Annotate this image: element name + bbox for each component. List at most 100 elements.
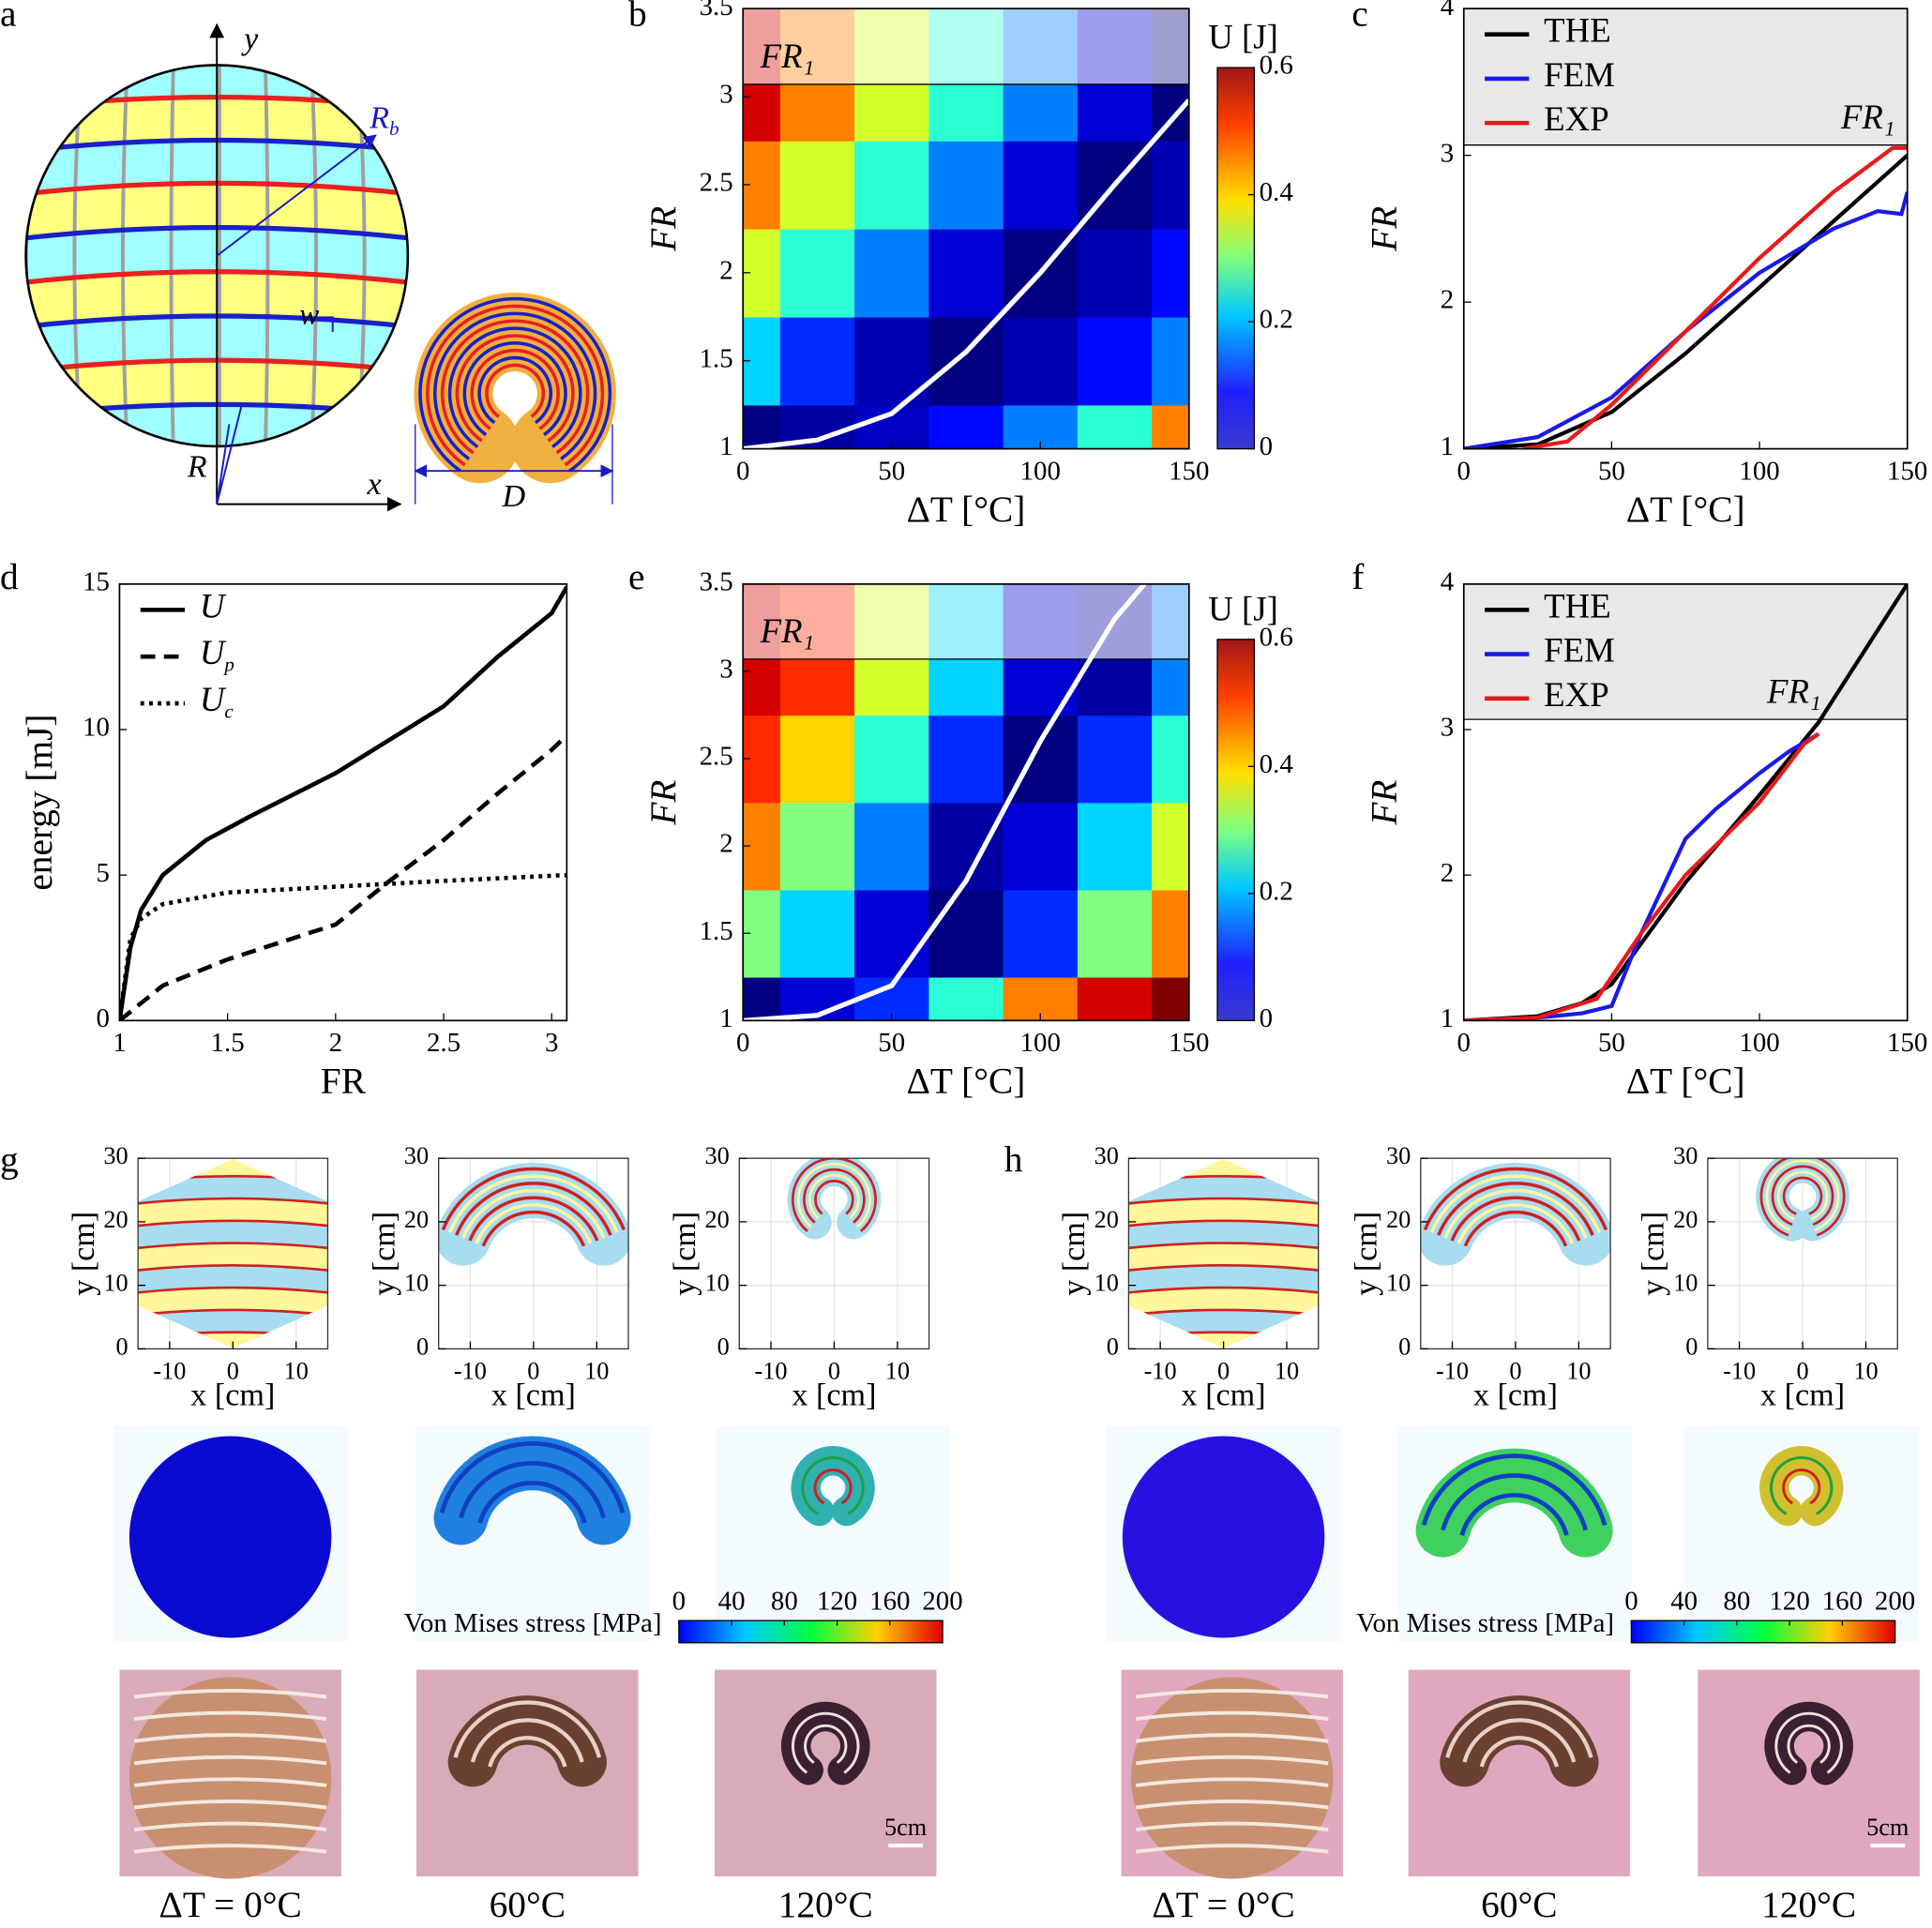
shape-stripe: [1443, 1188, 1588, 1239]
radius-arrow: [216, 134, 377, 257]
chart: FR₁ THE FEM EXP 0 50 100 150 1 2 3 4 ΔT [°C] FR: [1363, 0, 1927, 530]
photo-stripe: [1136, 1733, 1329, 1743]
x-tick-label: 0: [736, 1028, 749, 1058]
dimension-subscript: b: [389, 117, 400, 140]
photo-stripe: [1136, 1755, 1329, 1766]
y-tick-label: 2: [719, 829, 732, 859]
y-tick-label: 4: [1441, 0, 1454, 22]
legend-label: THE: [1544, 587, 1611, 625]
shape-stripe: [477, 1480, 587, 1524]
plot-area: [1128, 1158, 1319, 1349]
shape-stripe: [455, 334, 575, 443]
panel-label: g: [0, 1138, 19, 1180]
legend-label: Uc: [200, 680, 234, 722]
legend-label: FEM: [1544, 631, 1615, 670]
y-tick-label: 3.5: [700, 566, 733, 596]
x-tick-label: 150: [1169, 1028, 1209, 1058]
photo-stripe: [1136, 1821, 1329, 1832]
heatmap-cell: [779, 228, 855, 318]
photo: [1408, 1669, 1631, 1876]
heatmap-cell: [779, 889, 855, 978]
y-tick-label: 10: [704, 1270, 729, 1297]
photo-stripe: [1136, 1688, 1329, 1699]
y-tick-label: 30: [1673, 1142, 1698, 1169]
threshold-label: FR₁: [1840, 98, 1895, 136]
heatmap-cell: [928, 141, 1004, 230]
y-tick-label: 2.5: [700, 168, 733, 198]
legend-label: EXP: [1544, 675, 1609, 714]
plot-frame: [1462, 8, 1909, 450]
sheet-line: [138, 1264, 328, 1272]
shape-stripe: [808, 1173, 860, 1220]
shape-stripe: [1441, 1473, 1589, 1531]
chart: FR₁ THE FEM EXP 0 50 100 150 1 2 3 4 ΔT [°C] FR: [1363, 566, 1927, 1101]
x-tick-label: 2: [329, 1028, 342, 1058]
shape-stripe: [1768, 1706, 1849, 1779]
y-tick-label: 0: [115, 1333, 128, 1360]
sheet-line: [138, 1242, 328, 1250]
y-tick-label: 3: [719, 80, 732, 110]
colorbar-tick-label: 0: [1624, 1586, 1638, 1616]
width-mark: [317, 316, 334, 333]
chart: -10 0 10 0 10 20 30 x [cm] y [cm]: [1349, 1142, 1611, 1413]
axis-name: y: [241, 22, 259, 56]
y-tick-label: 30: [1094, 1142, 1119, 1169]
heatmap-cell: [1152, 976, 1189, 1021]
panel-label: d: [0, 556, 19, 597]
shape-stripe: [1463, 1210, 1568, 1247]
heatmap-cell: [1077, 976, 1153, 1021]
flat-sheet: [138, 1158, 328, 1348]
shape-stripe: [468, 1196, 599, 1242]
sheet-line: [1128, 1242, 1319, 1250]
photo-stripe: [133, 1710, 327, 1722]
heatmap-cell: [854, 228, 930, 318]
shape-stripe: [470, 348, 560, 430]
photo-stripe: [1136, 1777, 1329, 1787]
photo-stripe: [1136, 1844, 1329, 1854]
x-tick-label: -10: [1436, 1358, 1469, 1385]
shape-stripe: [1780, 1718, 1837, 1770]
colorbar-label: Von Mises stress [MPa]: [1356, 1608, 1614, 1638]
y-tick-label: 20: [404, 1206, 429, 1233]
x-tick-label: 10: [1275, 1358, 1299, 1385]
x-tick-label: 100: [1739, 456, 1779, 486]
heatmap-cell: [1003, 889, 1079, 978]
heatmap-cell: [743, 404, 781, 449]
plot-area: [743, 583, 1189, 1021]
x-tick-label: 50: [1598, 1028, 1625, 1058]
sheet-band: [1128, 1220, 1319, 1248]
sheet-line: [138, 1219, 328, 1228]
x-tick-label: 2.5: [427, 1028, 460, 1058]
scale-bar-label: 5cm: [884, 1814, 928, 1841]
series-line: [119, 733, 567, 1021]
legend-label: EXP: [1544, 100, 1609, 139]
y-tick-label: 15: [83, 566, 110, 596]
heatmap-cell: [1003, 141, 1079, 230]
fem-image: [716, 1426, 950, 1642]
heatmap-cell: [928, 316, 1004, 406]
chart: -10 0 10 0 10 20 30 x [cm] y [cm]: [367, 1142, 629, 1413]
plot-frame: [118, 582, 568, 1022]
plot-area: [138, 1158, 328, 1349]
heatmap-cell: [928, 976, 1004, 1021]
y-tick-label: 3: [1441, 713, 1454, 743]
y-tick-label: 0: [1398, 1333, 1411, 1360]
y-tick-label: 1.5: [700, 343, 733, 373]
shape-stripe: [1454, 1709, 1585, 1761]
y-tick-label: 30: [404, 1142, 429, 1169]
shape-stripe: [1471, 1726, 1568, 1766]
photo: [416, 1669, 639, 1876]
radius-arrow: [216, 405, 243, 505]
legend-label: EXP: [1544, 100, 1609, 139]
x-tick-label: 150: [1169, 456, 1209, 486]
x-tick-label: -10: [1723, 1358, 1756, 1385]
y-tick-label: 10: [1386, 1270, 1411, 1297]
colorbar-label: U [J]: [1208, 589, 1278, 627]
shape-stripe: [461, 1188, 606, 1239]
heatmap-cell: [854, 802, 930, 891]
heatmap-cell: [854, 141, 930, 230]
x-axis-label: FR: [321, 1061, 367, 1102]
fem-image: [415, 1426, 650, 1642]
y-axis-label: y [cm]: [367, 1212, 401, 1296]
